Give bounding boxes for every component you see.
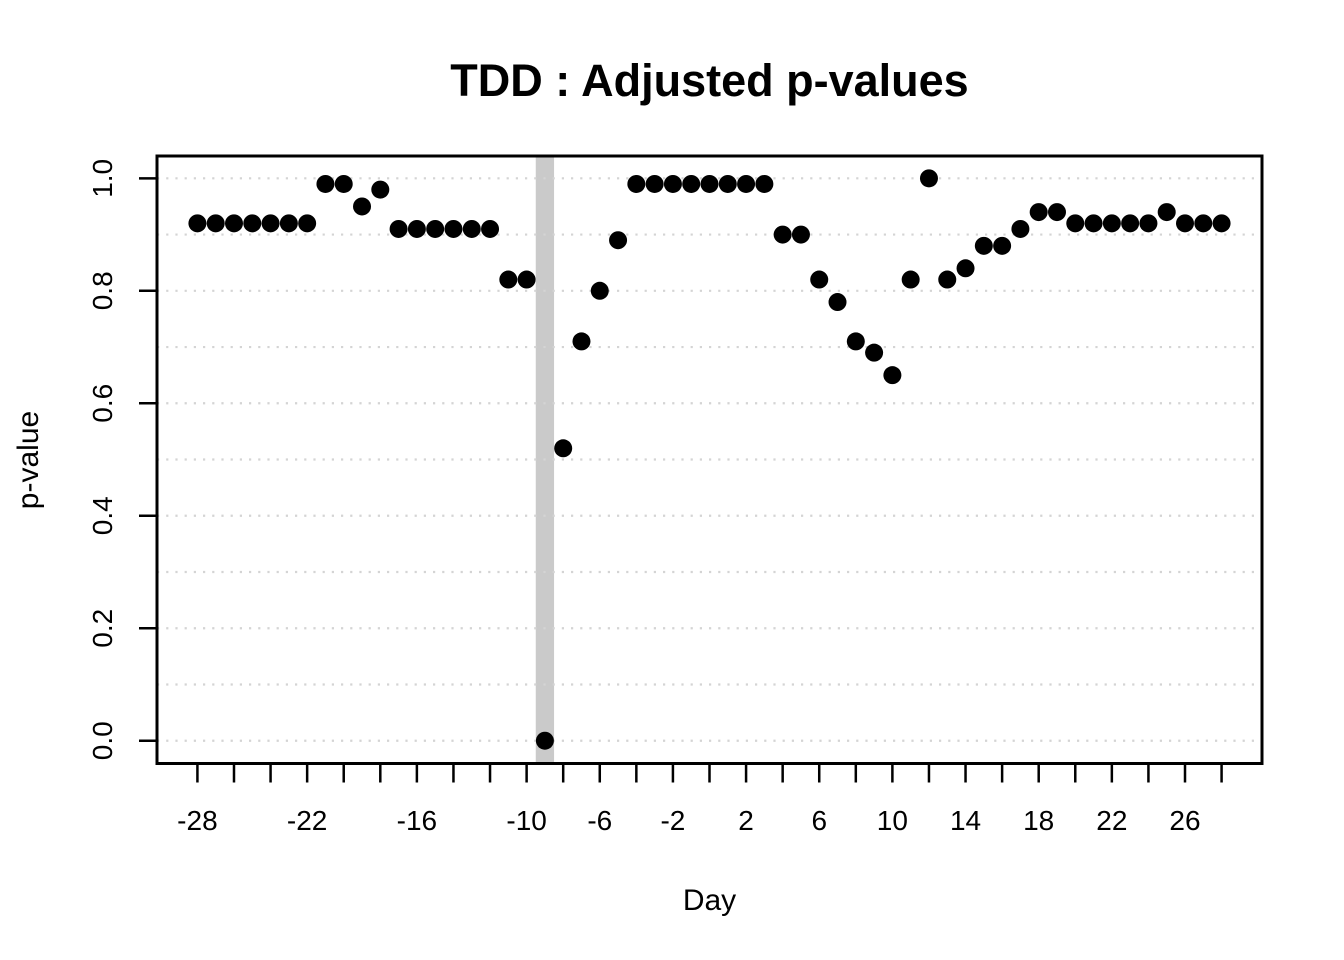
data-point	[1157, 203, 1176, 222]
x-tick-label: 10	[877, 805, 908, 836]
x-tick-label: 6	[811, 805, 827, 836]
data-point	[1029, 203, 1048, 222]
data-point	[316, 174, 335, 193]
data-point	[700, 174, 719, 193]
data-point	[1102, 214, 1121, 233]
data-point	[499, 270, 518, 289]
data-point	[1066, 214, 1085, 233]
data-point	[1011, 219, 1030, 238]
x-axis-title: Day	[683, 884, 736, 917]
data-point	[224, 214, 243, 233]
data-point	[682, 174, 701, 193]
data-point	[956, 259, 975, 278]
data-point	[663, 174, 682, 193]
x-tick-label: 26	[1169, 805, 1200, 836]
data-point	[828, 293, 847, 312]
data-point	[535, 731, 554, 750]
data-point	[481, 219, 500, 238]
data-point	[426, 219, 445, 238]
data-point	[1121, 214, 1140, 233]
data-point	[572, 332, 591, 351]
data-point	[974, 236, 993, 255]
data-point	[206, 214, 225, 233]
data-point	[1194, 214, 1213, 233]
data-point	[718, 174, 737, 193]
x-tick-label: -6	[587, 805, 612, 836]
data-point	[444, 219, 463, 238]
data-point	[334, 174, 353, 193]
x-tick-label: 18	[1023, 805, 1054, 836]
data-point	[261, 214, 280, 233]
data-point	[609, 231, 628, 250]
x-tick-label: -16	[397, 805, 437, 836]
y-axis-title: p-value	[12, 411, 45, 509]
data-point	[737, 174, 756, 193]
data-point	[407, 219, 426, 238]
chart-title: TDD : Adjusted p-values	[450, 55, 968, 106]
y-tick-label: 1.0	[87, 159, 118, 198]
data-point	[1047, 203, 1066, 222]
data-point	[865, 343, 884, 362]
data-point	[353, 197, 372, 216]
data-point	[298, 214, 317, 233]
data-point	[243, 214, 262, 233]
y-tick-label: 0.8	[87, 271, 118, 310]
data-point	[938, 270, 957, 289]
plot-area: -28 -22 -16 -10 -6 -2 2 6 10 14 18 22 260.00.20.40.6…	[87, 154, 1264, 836]
data-point	[901, 270, 920, 289]
data-point	[1084, 214, 1103, 233]
data-point	[773, 225, 792, 244]
data-point	[1212, 214, 1231, 233]
data-point	[755, 174, 774, 193]
data-point	[462, 219, 481, 238]
data-point	[627, 174, 646, 193]
y-tick-label: 0.2	[87, 609, 118, 648]
data-point	[517, 270, 536, 289]
data-point	[371, 180, 390, 199]
data-point	[645, 174, 664, 193]
data-point	[554, 439, 573, 458]
y-tick-label: 0.0	[87, 721, 118, 760]
data-point	[1176, 214, 1195, 233]
data-point	[846, 332, 865, 351]
data-point	[279, 214, 298, 233]
data-point	[1139, 214, 1158, 233]
x-tick-label: 22	[1096, 805, 1127, 836]
data-point	[810, 270, 829, 289]
data-point	[993, 236, 1012, 255]
y-tick-label: 0.6	[87, 384, 118, 423]
x-tick-label: -2	[660, 805, 685, 836]
data-point	[590, 281, 609, 300]
y-tick-label: 0.4	[87, 496, 118, 535]
data-point	[919, 169, 938, 188]
data-point	[188, 214, 207, 233]
data-point	[791, 225, 810, 244]
x-tick-label: 14	[950, 805, 981, 836]
x-tick-label: -10	[506, 805, 546, 836]
x-tick-label: 2	[738, 805, 754, 836]
data-point	[883, 366, 902, 385]
x-tick-label: -28	[177, 805, 217, 836]
data-point	[389, 219, 408, 238]
x-tick-label: -22	[287, 805, 327, 836]
